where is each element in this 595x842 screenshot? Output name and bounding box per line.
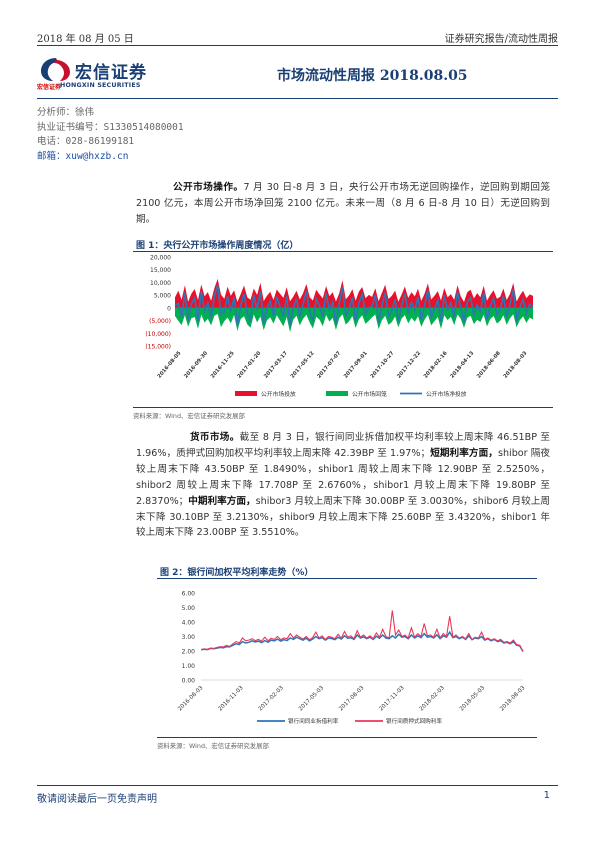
y-tick-label: 15,000 — [150, 267, 171, 274]
legend-swatch — [326, 391, 348, 396]
x-tick-label: 2016-11-03 — [217, 685, 245, 713]
series-line-1 — [200, 610, 524, 652]
open-market-operations-chart: 20,000 15,000 10,000 5,000 0 (5,000) (10,000) (… — [145, 255, 534, 398]
report-category: 证券研究报告/流动性周报 — [444, 34, 558, 45]
series-line-0 — [200, 630, 524, 652]
y-tick-label: 2.00 — [182, 649, 196, 656]
figure1-top-rule — [133, 251, 553, 252]
x-tick-label: 2018-02-03 — [419, 685, 447, 713]
paragraph-short-rate-heading: 短期利率方面， — [430, 447, 498, 459]
x-tick-label: 2017-05-03 — [298, 685, 326, 713]
analyst-info: 分析师：徐伟 执业证书编号：S1330514080001 电话：028-8619… — [37, 106, 237, 164]
y-tick-label: 1.00 — [182, 663, 196, 670]
x-tick-label: 2018-08-03 — [503, 350, 529, 380]
y-tick-label: 10,000 — [150, 280, 171, 287]
figure1-bottom-rule — [133, 407, 553, 408]
paragraph-mid-rate-heading: 中期利率方面， — [188, 495, 256, 507]
figure2-source: 资料来源：Wind、宏信证券研究发展部 — [157, 742, 269, 750]
logo-mark-icon — [41, 58, 70, 81]
x-tick-label: 2016-11-25 — [210, 350, 236, 380]
x-tick-label: 2016-09-30 — [183, 350, 209, 380]
x-tick-label: 2017-09-01 — [343, 350, 369, 380]
y-tick-label: (5,000) — [149, 318, 171, 325]
legend-label: 公开市场投放 — [261, 390, 296, 398]
paragraph-mid-rate-text: shibor3 月较上周末下降 30.00BP 至 3.0030%，shibor… — [136, 495, 551, 539]
logo-name: 宏信证券 — [75, 63, 147, 83]
x-tick-label: 2017-08-03 — [338, 685, 366, 713]
paragraph-open-market-text: 7 月 30 日-8 月 3 日，央行公开市场无逆回购操作，逆回购到期回笼 21… — [136, 182, 551, 225]
series-line-2 — [174, 284, 534, 326]
company-logo: 宏信证券 宏信证券 HONGXIN SECURITIES — [37, 56, 172, 96]
y-tick-label: 5,000 — [154, 293, 171, 300]
legend-label: 银行间质押式回购利率 — [386, 717, 442, 725]
x-tick-label: 2017-01-20 — [236, 350, 262, 380]
y-tick-label: 20,000 — [150, 255, 171, 262]
analyst-email[interactable]: 邮箱：xuw@hxzb.cn — [37, 150, 129, 162]
logo-en-text: HONGXIN SECURITIES — [60, 82, 141, 89]
figure2-bottom-rule — [157, 737, 537, 738]
x-tick-label: 2017-05-12 — [290, 350, 316, 380]
legend-label: 公开市场净投放 — [426, 390, 467, 398]
x-tick-label: 2018-06-08 — [476, 350, 502, 380]
x-tick-label: 2018-05-03 — [459, 685, 487, 713]
title-divider — [37, 98, 558, 99]
logo-cn-text: 宏信证券 — [37, 84, 62, 91]
document-title: 市场流动性周报 2018.08.05 — [277, 68, 468, 84]
page-number: 1 — [543, 790, 550, 801]
y-tick-label: (15,000) — [145, 344, 171, 351]
x-tick-label: 2018-02-16 — [423, 350, 449, 380]
footer-disclaimer[interactable]: 敬请阅读最后一页免责声明 — [37, 794, 157, 805]
paragraph-short-rate-text: shibor 隔夜较上周末下降 43.50BP 至 1.8490%，shibor… — [136, 447, 551, 507]
figure2-title: 图 2：银行间加权平均利率走势（%） — [160, 568, 314, 578]
x-tick-label: 2017-10-27 — [370, 350, 396, 380]
x-tick-label: 2018-08-03 — [499, 685, 527, 713]
header-divider — [37, 45, 558, 46]
paragraph-open-market: 公开市场操作。7 月 30 日-8 月 3 日，央行公开市场无逆回购操作，逆回购… — [136, 180, 550, 228]
x-tick-label: 2017-02-03 — [258, 685, 286, 713]
legend-swatch — [235, 391, 257, 396]
y-tick-label: 0 — [167, 305, 171, 312]
y-tick-label: 6.00 — [182, 591, 196, 598]
y-tick-label: 4.00 — [182, 620, 196, 627]
paragraph-open-market-heading: 公开市场操作。 — [173, 182, 244, 193]
x-tick-label: 2017-07-07 — [316, 350, 342, 380]
paragraph-money-market: 货币市场。截至 8 月 3 日，银行间同业拆借加权平均利率较上周末降 46.51… — [136, 430, 550, 541]
analyst-license: 执业证书编号：S1330514080001 — [37, 121, 184, 133]
x-tick-label: 2016-08-03 — [177, 685, 205, 713]
report-date: 2018 年 08 月 05 日 — [37, 34, 134, 45]
paragraph-money-market-text1: 截至 8 月 3 日，银行间同业拆借加权平均利率较上周末降 46.51BP 至 … — [136, 432, 550, 459]
y-tick-label: 0.00 — [182, 678, 196, 685]
figure1-title: 图 1：央行公开市场操作周度情况（亿） — [136, 241, 299, 251]
legend-label: 公开市场回笼 — [352, 390, 387, 398]
x-tick-label: 2017-12-22 — [396, 350, 422, 380]
y-tick-label: 3.00 — [182, 634, 196, 641]
y-tick-label: 5.00 — [182, 605, 196, 612]
x-tick-label: 2018-04-13 — [449, 350, 475, 380]
figure1-source: 资料来源：Wind、宏信证券研究发展部 — [133, 412, 245, 420]
x-tick-label: 2017-11-03 — [378, 685, 406, 713]
figure2-top-rule — [157, 578, 537, 579]
paragraph-money-market-heading: 货币市场。 — [190, 432, 240, 443]
analyst-name: 分析师：徐伟 — [37, 107, 95, 118]
x-tick-label: 2016-08-05 — [157, 350, 183, 380]
y-tick-label: (10,000) — [145, 331, 171, 338]
footer-divider — [37, 785, 558, 786]
legend-label: 银行间同业拆借利率 — [288, 717, 339, 725]
x-tick-label: 2017-03-17 — [263, 350, 289, 380]
analyst-phone: 电话：028-86199181 — [37, 136, 135, 147]
series-area-1 — [175, 307, 533, 333]
